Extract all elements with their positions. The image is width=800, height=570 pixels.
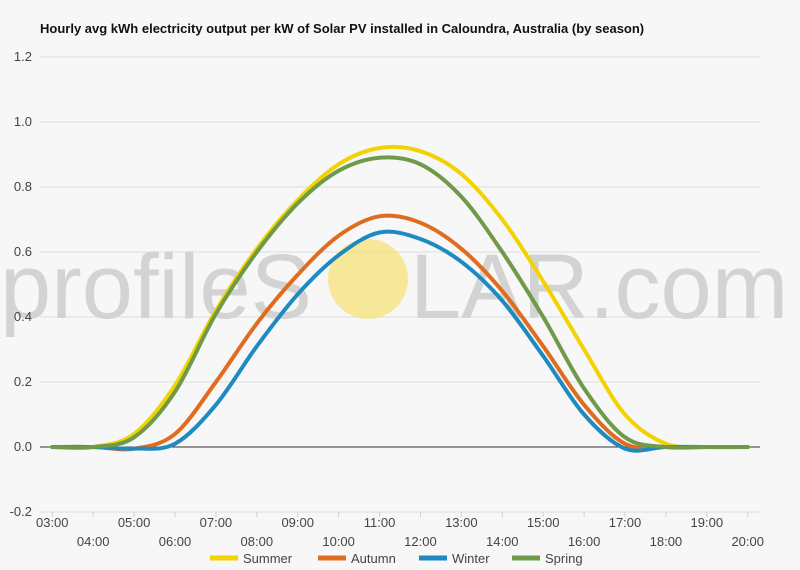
watermark-text-left: profileS	[0, 236, 312, 338]
y-tick-label: -0.2	[10, 504, 32, 519]
y-axis-ticks: -0.2 0.0 0.2 0.4 0.6 0.8 1.0 1.2	[10, 49, 32, 519]
legend-label-spring: Spring	[545, 551, 583, 566]
x-tick-label: 13:00	[445, 515, 478, 530]
x-tick-label: 17:00	[609, 515, 642, 530]
y-tick-label: 0.8	[14, 179, 32, 194]
watermark-sun-icon	[328, 239, 408, 319]
x-tick-label: 11:00	[364, 515, 396, 530]
x-tick-label: 19:00	[691, 515, 724, 530]
x-tick-label: 20:00	[731, 534, 764, 549]
x-tick-label: 06:00	[159, 534, 192, 549]
y-tick-label: 0.2	[14, 374, 32, 389]
x-tick-label: 14:00	[486, 534, 519, 549]
x-tick-label: 03:00	[36, 515, 69, 530]
series-line-winter	[50, 229, 750, 453]
x-tick-label: 07:00	[200, 515, 233, 530]
x-tick-label: 05:00	[118, 515, 151, 530]
y-tick-label: 0.4	[14, 309, 32, 324]
x-tick-label: 08:00	[241, 534, 274, 549]
series-lines	[50, 144, 750, 453]
x-tick-label: 04:00	[77, 534, 110, 549]
y-tick-label: 1.0	[14, 114, 32, 129]
legend-label-winter: Winter	[452, 551, 490, 566]
x-axis-ticks: 03:00 04:00 05:00 06:00 07:00 08:00 09:00 10:00…	[36, 512, 764, 549]
legend-label-autumn: Autumn	[351, 551, 396, 566]
chart-title: Hourly avg kWh electricity output per kW…	[40, 21, 644, 36]
series-line-summer	[50, 144, 750, 450]
y-tick-label: 0.6	[14, 244, 32, 259]
x-tick-label: 12:00	[404, 534, 437, 549]
x-tick-label: 15:00	[527, 515, 560, 530]
y-tick-label: 1.2	[14, 49, 32, 64]
series-line-autumn	[50, 213, 750, 452]
x-tick-label: 16:00	[568, 534, 601, 549]
x-tick-label: 18:00	[650, 534, 683, 549]
legend-label-summer: Summer	[243, 551, 293, 566]
legend: Summer Autumn Winter Spring	[210, 551, 583, 566]
x-tick-label: 10:00	[322, 534, 355, 549]
x-tick-label: 09:00	[281, 515, 314, 530]
watermark-text-right: LAR.com	[410, 236, 788, 338]
y-tick-label: 0.0	[14, 439, 32, 454]
series-line-spring	[50, 155, 750, 450]
